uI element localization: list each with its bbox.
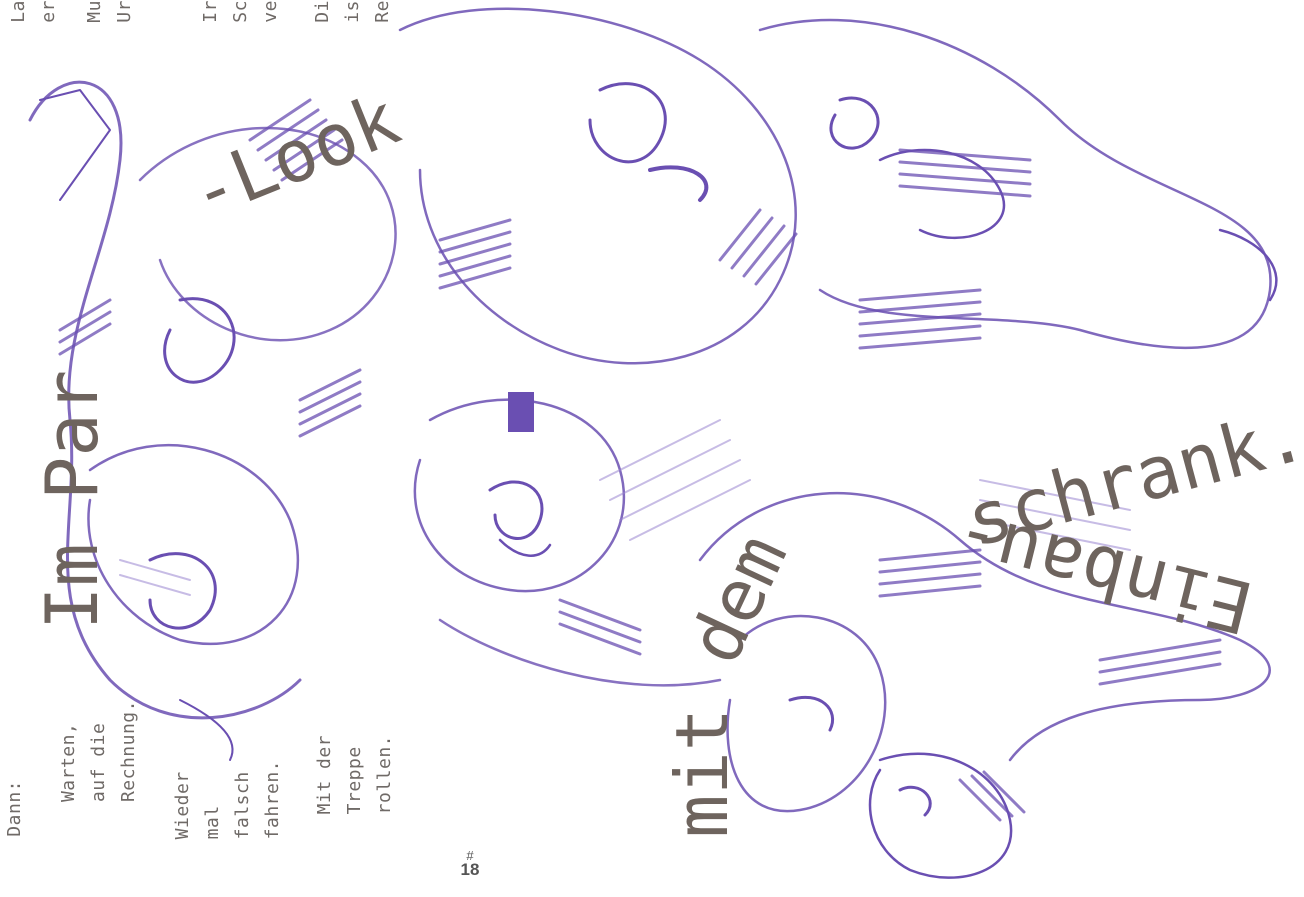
- text-column-treppe: Mit der Treppe rollen.: [314, 735, 395, 815]
- headline-mit: mit: [660, 707, 744, 838]
- text-column-wieder: Wieder mal falsch fahren.: [172, 760, 283, 840]
- text-column-dann: Dann:: [4, 780, 25, 837]
- text-fragment-top-4: Di is Re: [312, 0, 393, 23]
- text-column-warten: Warten, auf die Rechnung.: [58, 700, 139, 803]
- text-fragment-top-1: La er: [8, 0, 59, 23]
- headline-fragment-left: Im Par: [30, 369, 114, 630]
- text-fragment-top-3: Ir Sc ve: [200, 0, 281, 23]
- page-number-hash: #: [466, 848, 474, 863]
- page-number: # 18: [456, 848, 484, 879]
- page-number-value: 18: [460, 860, 480, 879]
- text-fragment-top-2: Mu Ur: [84, 0, 135, 23]
